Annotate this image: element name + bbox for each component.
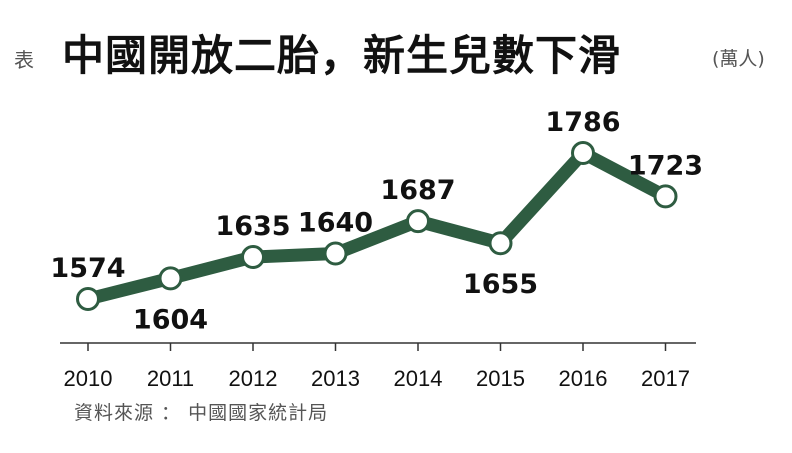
x-tick-label: 2010 [64,366,113,391]
x-tick-label: 2016 [559,366,608,391]
x-tick-label: 2013 [311,366,360,391]
data-point [76,287,100,311]
data-label: 1786 [545,107,620,138]
x-tick-label: 2017 [641,366,690,391]
data-label: 1604 [133,304,208,335]
series-line-group [81,146,672,306]
data-point [323,241,348,266]
data-point [406,209,430,234]
data-label: 1640 [298,208,373,239]
data-label: 1723 [628,150,703,181]
x-tick-label: 2011 [147,366,194,391]
data-point [571,141,595,165]
data-point [653,184,678,209]
unit-label: (萬人) [712,48,765,70]
x-tick-label: 2014 [394,366,443,391]
data-point [241,244,265,269]
data-points [76,141,678,311]
chart-title: 中國開放二胎，新生兒數下滑 [62,31,622,80]
data-point [158,266,183,291]
data-label: 1635 [215,211,290,242]
series-line [81,146,672,306]
data-label: 1655 [463,269,538,300]
source-note: 資料來源 ： 中國國家統計局 [74,402,329,424]
x-tick-labels: 2010 2011 2012 2013 2014 2015 2016 2017 [64,366,690,391]
data-label: 1687 [380,175,455,206]
data-point [488,231,513,256]
x-axis-ticks [87,343,667,351]
x-tick-label: 2015 [476,366,525,391]
data-label: 1574 [50,253,125,284]
table-prefix-label: 表 [14,48,34,72]
x-tick-label: 2012 [229,366,278,391]
